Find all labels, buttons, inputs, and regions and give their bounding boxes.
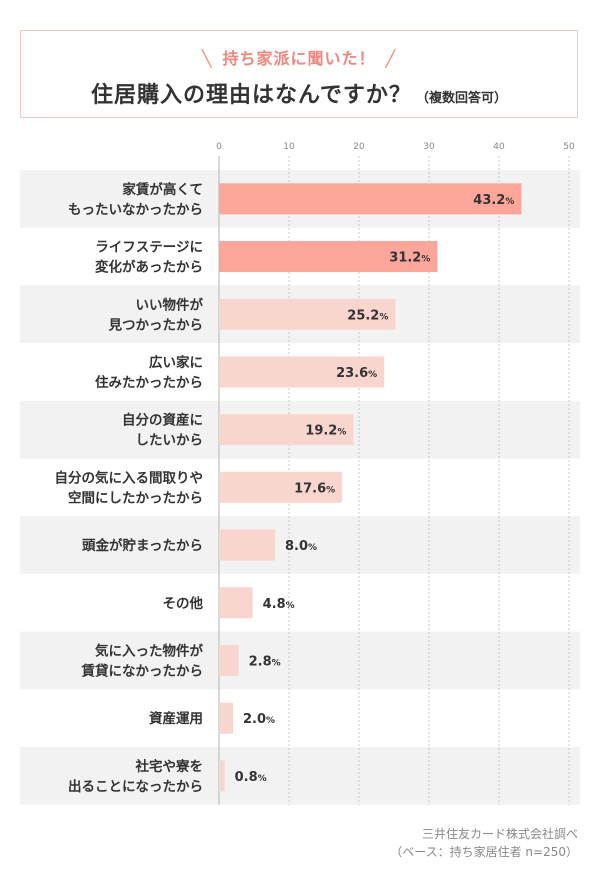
- value-label: 19.2%: [305, 424, 346, 439]
- category-label-line: その他: [163, 595, 204, 612]
- bar: [219, 356, 385, 388]
- category-label: 家賃が高くてもったいなかったから: [68, 181, 203, 218]
- value-number: 17.6: [294, 481, 326, 496]
- tick-label: 50: [563, 142, 575, 152]
- category-label-line: もったいなかったから: [68, 202, 203, 218]
- row-band: [20, 516, 580, 574]
- value-unit: %: [505, 197, 514, 207]
- value-number: 2.8: [249, 654, 272, 669]
- source-text: 三井住友カード株式会社調べ: [421, 827, 578, 841]
- value-unit: %: [272, 658, 281, 668]
- value-number: 25.2: [347, 308, 379, 323]
- title-box: ╲ 持ち家派に聞いた！ ╱ 住居購入の理由はなんですか？ （複数回答可）: [20, 30, 578, 118]
- tick-label: 20: [353, 142, 365, 152]
- base-text: （ベース：持ち家居住者 n=250）: [390, 845, 578, 859]
- value-unit: %: [421, 255, 430, 265]
- value-number: 4.8: [263, 597, 286, 612]
- bar: [219, 644, 239, 676]
- category-label-line: 住みたかったから: [95, 374, 203, 391]
- value-label: 31.2%: [389, 251, 430, 266]
- category-label-line: 気に入った物件が: [95, 642, 203, 659]
- category-label-line: 資産運用: [149, 710, 203, 727]
- row-band: [20, 747, 580, 805]
- bar: [219, 702, 233, 734]
- bar: [219, 298, 396, 330]
- value-number: 2.0: [243, 712, 266, 727]
- category-label: 社宅や寮を出ることになったから: [68, 758, 203, 795]
- bar: [219, 760, 225, 792]
- category-label-line: したいから: [136, 433, 204, 449]
- value-number: 8.0: [285, 539, 308, 554]
- category-label-line: いい物件が: [136, 296, 204, 313]
- value-label: 25.2%: [347, 308, 388, 323]
- category-label-line: 自分の資産に: [122, 412, 203, 429]
- bar: [219, 587, 253, 619]
- category-label-line: ライフステージに: [95, 240, 203, 256]
- value-number: 43.2: [473, 193, 505, 208]
- value-unit: %: [286, 601, 295, 611]
- category-label-line: 頭金が貯まったから: [82, 537, 203, 554]
- value-label: 0.8%: [235, 770, 267, 785]
- value-unit: %: [266, 716, 275, 726]
- slash-left-icon: ╲: [201, 49, 213, 68]
- bar: [219, 183, 522, 215]
- category-label-line: 社宅や寮を: [135, 758, 204, 775]
- value-unit: %: [379, 312, 388, 322]
- category-label-line: 自分の気に入る間取りや: [55, 469, 204, 486]
- category-label-line: 賃貸になかったから: [81, 662, 204, 679]
- bar: [219, 414, 354, 446]
- value-label: 17.6%: [294, 481, 335, 496]
- tick-label: 40: [493, 142, 505, 152]
- category-label: 自分の気に入る間取りや空間にしたかったから: [55, 469, 204, 506]
- value-unit: %: [308, 543, 317, 553]
- category-label-line: 家賃が高くて: [122, 181, 203, 198]
- value-number: 19.2: [305, 424, 337, 439]
- category-label: 広い家に住みたかったから: [95, 354, 203, 391]
- bar: [219, 241, 438, 273]
- category-label: その他: [163, 595, 204, 612]
- category-label-line: 空間にしたかったから: [68, 489, 203, 506]
- value-number: 0.8: [235, 770, 258, 785]
- value-label: 2.8%: [249, 654, 281, 669]
- category-label: 頭金が貯まったから: [82, 537, 203, 554]
- tick-label: 10: [283, 142, 295, 152]
- value-label: 2.0%: [243, 712, 275, 727]
- category-label: ライフステージに変化があったから: [95, 240, 203, 276]
- category-label: いい物件が見つかったから: [108, 296, 204, 333]
- value-label: 8.0%: [285, 539, 317, 554]
- page-title: 住居購入の理由はなんですか？: [91, 83, 412, 108]
- value-unit: %: [326, 485, 335, 495]
- category-label: 資産運用: [149, 710, 203, 727]
- category-label: 気に入った物件が賃貸になかったから: [81, 642, 204, 679]
- value-unit: %: [337, 428, 346, 438]
- subtitle-row: ╲ 持ち家派に聞いた！ ╱: [21, 45, 577, 69]
- row-band: [20, 631, 580, 690]
- tick-label: 0: [216, 142, 222, 152]
- slash-right-icon: ╱: [385, 49, 397, 68]
- subtitle: 持ち家派に聞いた！: [222, 49, 376, 68]
- value-number: 23.6: [336, 366, 368, 381]
- title-row: 住居購入の理由はなんですか？ （複数回答可）: [21, 77, 577, 109]
- bar: [219, 471, 343, 503]
- value-unit: %: [258, 774, 267, 784]
- category-label: 自分の資産にしたいから: [122, 412, 203, 449]
- value-label: 4.8%: [263, 597, 295, 612]
- category-label-line: 変化があったから: [95, 259, 203, 276]
- value-label: 23.6%: [336, 366, 377, 381]
- value-unit: %: [368, 370, 377, 380]
- value-label: 43.2%: [473, 193, 514, 208]
- category-label-line: 見つかったから: [108, 317, 204, 333]
- title-note: （複数回答可）: [415, 91, 507, 106]
- bar: [219, 529, 275, 561]
- category-label-line: 出ることになったから: [68, 778, 203, 795]
- category-label-line: 広い家に: [149, 354, 203, 371]
- credit: 三井住友カード株式会社調べ （ベース：持ち家居住者 n=250）: [390, 825, 578, 861]
- tick-label: 30: [423, 142, 435, 152]
- bar-chart: 0 10 20 30 40 50 家賃が高くてもったいなかったから 43.2% ライフステージに…: [20, 142, 580, 805]
- value-number: 31.2: [389, 251, 421, 266]
